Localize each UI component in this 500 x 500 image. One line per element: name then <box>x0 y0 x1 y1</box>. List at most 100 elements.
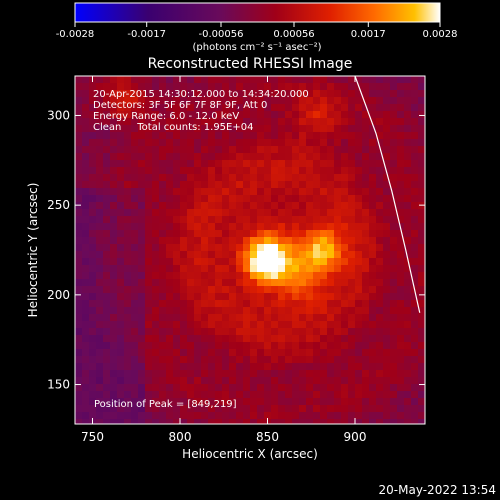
heatmap-cell <box>271 272 278 279</box>
heatmap-cell <box>236 272 243 279</box>
heatmap-cell <box>383 279 390 286</box>
heatmap-cell <box>117 118 124 125</box>
heatmap-cell <box>299 118 306 125</box>
x-axis-label: Heliocentric X (arcsec) <box>182 447 318 461</box>
heatmap-cell <box>152 377 159 384</box>
heatmap-cell <box>376 286 383 293</box>
heatmap-cell <box>201 237 208 244</box>
heatmap-cell <box>96 251 103 258</box>
heatmap-cell <box>187 272 194 279</box>
heatmap-cell <box>418 370 425 377</box>
heatmap-cell <box>383 272 390 279</box>
heatmap-cell <box>215 349 222 356</box>
heatmap-cell <box>173 370 180 377</box>
heatmap-cell <box>348 251 355 258</box>
heatmap-cell <box>124 384 131 391</box>
heatmap-cell <box>418 167 425 174</box>
heatmap-cell <box>355 244 362 251</box>
heatmap-cell <box>369 398 376 405</box>
heatmap-cell <box>89 314 96 321</box>
heatmap-cell <box>229 153 236 160</box>
heatmap-cell <box>173 377 180 384</box>
heatmap-cell <box>250 244 257 251</box>
heatmap-cell <box>187 111 194 118</box>
annotation-detectors: Detectors: 3F 5F 6F 7F 8F 9F, Att 0 <box>93 100 267 111</box>
heatmap-cell <box>110 230 117 237</box>
heatmap-cell <box>313 90 320 97</box>
heatmap-cell <box>110 216 117 223</box>
heatmap-cell <box>180 244 187 251</box>
heatmap-cell <box>313 230 320 237</box>
heatmap-cell <box>278 188 285 195</box>
heatmap-cell <box>180 202 187 209</box>
heatmap-cell <box>320 321 327 328</box>
heatmap-cell <box>355 209 362 216</box>
heatmap-cell <box>215 167 222 174</box>
heatmap-cell <box>215 272 222 279</box>
heatmap-cell <box>369 181 376 188</box>
heatmap-cell <box>355 398 362 405</box>
heatmap-cell <box>124 76 131 83</box>
heatmap-cell <box>411 216 418 223</box>
heatmap-cell <box>313 104 320 111</box>
heatmap-cell <box>159 314 166 321</box>
heatmap-cell <box>341 118 348 125</box>
heatmap-cell <box>110 300 117 307</box>
heatmap-cell <box>390 279 397 286</box>
heatmap-cell <box>124 90 131 97</box>
heatmap-cell <box>299 384 306 391</box>
heatmap-cell <box>369 118 376 125</box>
heatmap-cell <box>138 125 145 132</box>
heatmap-cell <box>271 412 278 419</box>
heatmap-cell <box>117 167 124 174</box>
heatmap-cell <box>341 356 348 363</box>
heatmap-cell <box>383 230 390 237</box>
heatmap-cell <box>243 104 250 111</box>
heatmap-cell <box>180 104 187 111</box>
heatmap-cell <box>194 356 201 363</box>
heatmap-cell <box>306 286 313 293</box>
heatmap-cell <box>306 265 313 272</box>
heatmap-cell <box>313 300 320 307</box>
heatmap-cell <box>264 272 271 279</box>
heatmap-cell <box>390 244 397 251</box>
heatmap-cell <box>187 125 194 132</box>
heatmap-cell <box>222 384 229 391</box>
heatmap-cell <box>362 181 369 188</box>
heatmap-cell <box>173 216 180 223</box>
heatmap-cell <box>208 384 215 391</box>
heatmap-cell <box>110 356 117 363</box>
heatmap-cell <box>222 111 229 118</box>
heatmap-cell <box>250 342 257 349</box>
heatmap-cell <box>418 314 425 321</box>
heatmap-cell <box>397 272 404 279</box>
heatmap-cell <box>271 195 278 202</box>
heatmap-cell <box>229 125 236 132</box>
heatmap-cell <box>180 76 187 83</box>
heatmap-cell <box>341 188 348 195</box>
heatmap-cell <box>250 384 257 391</box>
heatmap-cell <box>341 76 348 83</box>
heatmap-cell <box>187 342 194 349</box>
heatmap-cell <box>145 286 152 293</box>
heatmap-cell <box>159 293 166 300</box>
heatmap-cell <box>124 195 131 202</box>
heatmap-cell <box>159 223 166 230</box>
heatmap-cell <box>327 377 334 384</box>
heatmap-cell <box>397 307 404 314</box>
heatmap-cell <box>187 181 194 188</box>
heatmap-cell <box>390 314 397 321</box>
heatmap-cell <box>404 384 411 391</box>
heatmap-cell <box>243 174 250 181</box>
heatmap-cell <box>264 230 271 237</box>
heatmap-cell <box>117 349 124 356</box>
heatmap-cell <box>299 398 306 405</box>
heatmap-cell <box>369 419 376 424</box>
heatmap-cell <box>257 265 264 272</box>
heatmap-cell <box>236 104 243 111</box>
heatmap-cell <box>348 412 355 419</box>
heatmap-cell <box>124 265 131 272</box>
heatmap-cell <box>306 384 313 391</box>
heatmap-cell <box>383 153 390 160</box>
heatmap-cell <box>82 370 89 377</box>
